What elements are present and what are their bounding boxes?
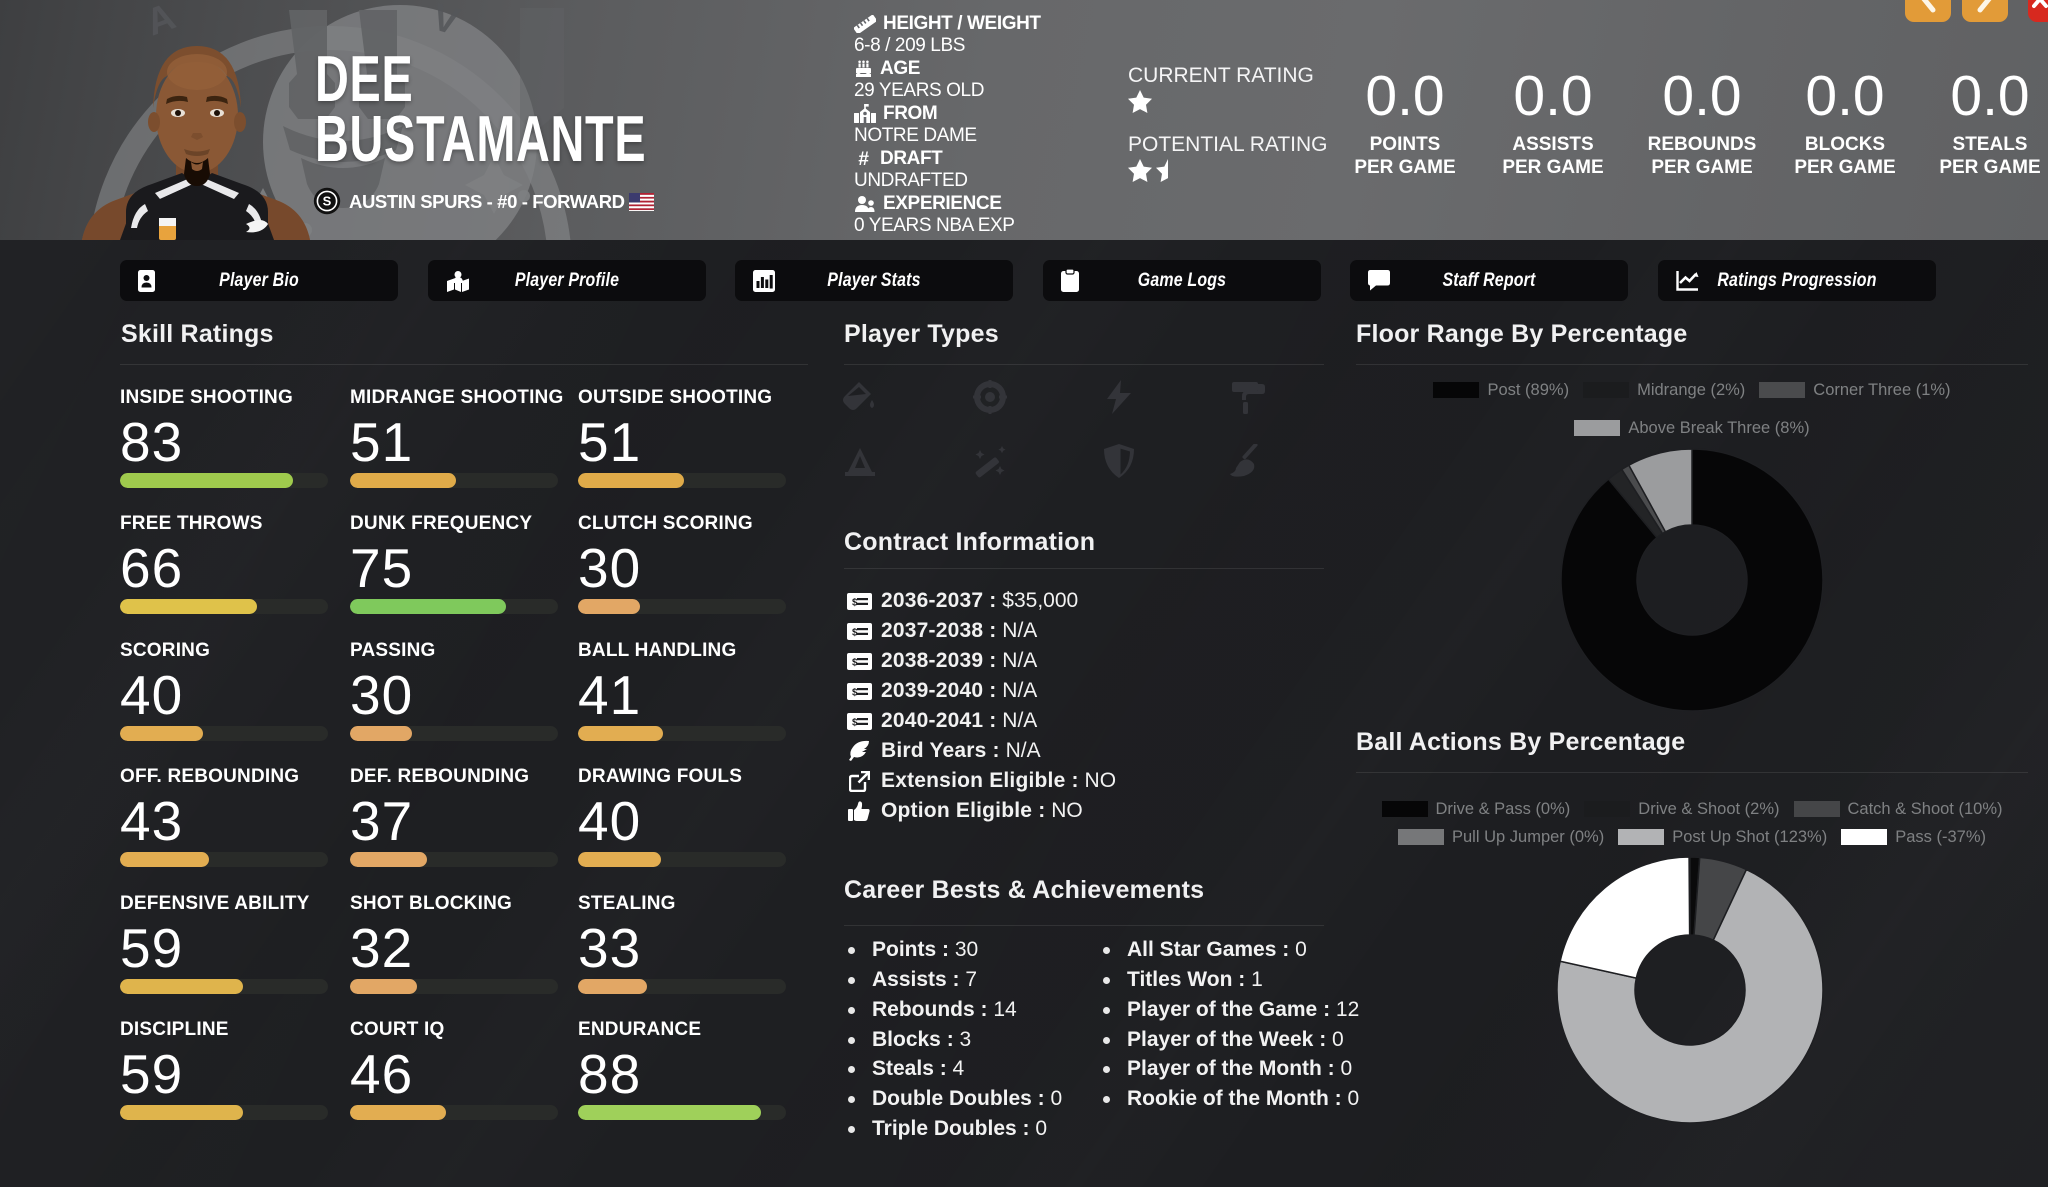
svg-text:$: $	[852, 627, 858, 638]
svg-text:$: $	[852, 597, 858, 608]
svg-text:$: $	[852, 657, 858, 668]
svg-text:S: S	[323, 194, 332, 209]
svg-text:#: #	[858, 149, 869, 168]
svg-text:$: $	[852, 687, 858, 698]
svg-text:$: $	[852, 717, 858, 728]
